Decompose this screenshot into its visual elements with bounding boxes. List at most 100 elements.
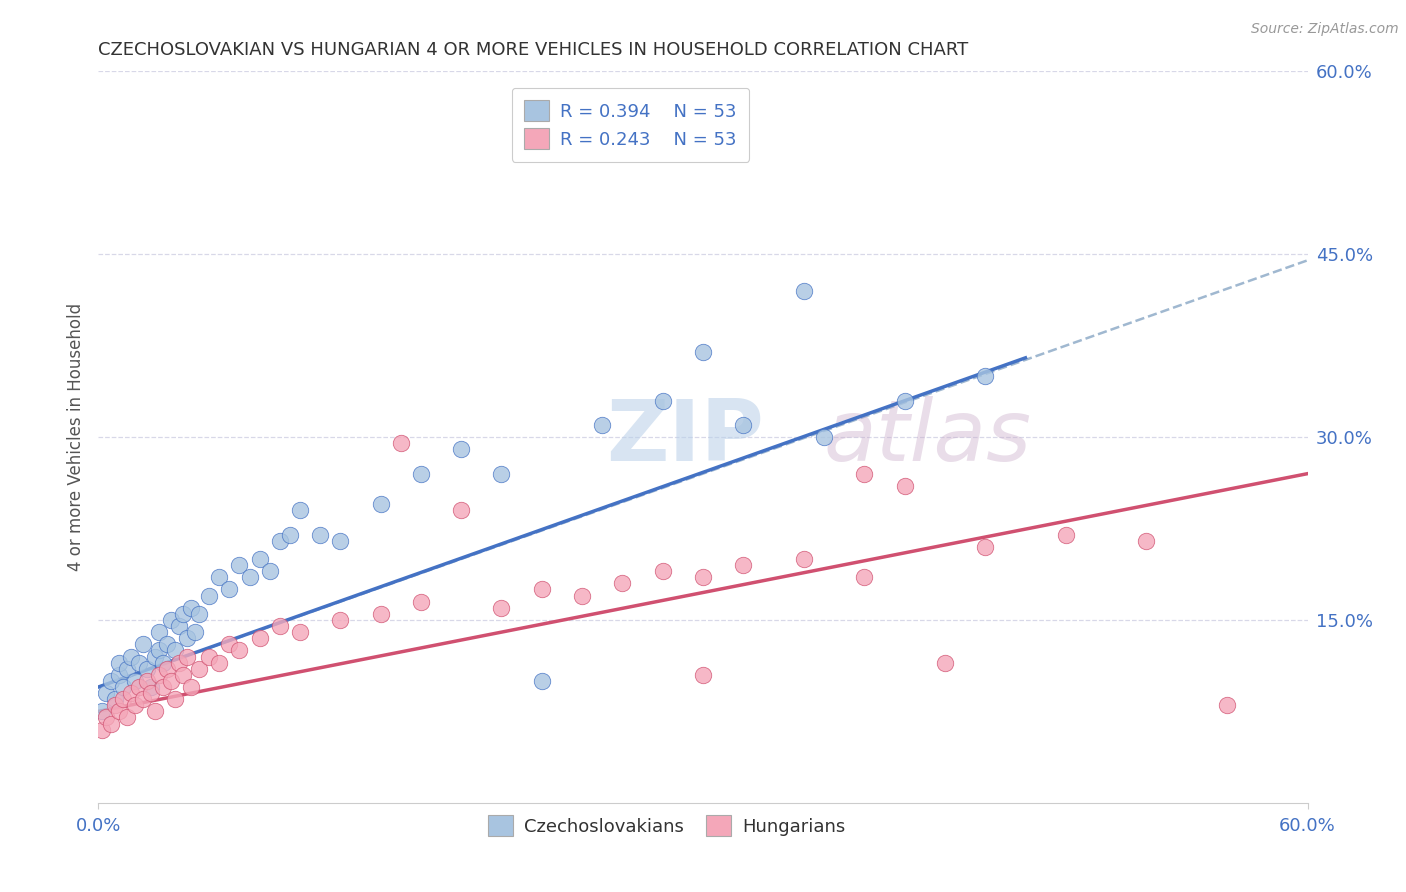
Text: Source: ZipAtlas.com: Source: ZipAtlas.com	[1251, 22, 1399, 37]
Point	[491, 467, 513, 481]
Point	[180, 680, 202, 694]
Point	[571, 589, 593, 603]
Point	[612, 576, 634, 591]
Point	[152, 656, 174, 670]
Point	[115, 662, 138, 676]
Point	[228, 558, 250, 573]
Point	[934, 656, 956, 670]
Point	[148, 643, 170, 657]
Point	[139, 686, 162, 700]
Point	[239, 570, 262, 584]
Point	[853, 570, 876, 584]
Point	[198, 589, 221, 603]
Point	[160, 613, 183, 627]
Point	[111, 692, 134, 706]
Point	[96, 710, 118, 724]
Point	[103, 698, 125, 713]
Point	[167, 656, 190, 670]
Point	[156, 637, 179, 651]
Point	[974, 369, 997, 384]
Point	[853, 467, 876, 481]
Point	[218, 582, 240, 597]
Point	[692, 344, 714, 359]
Point	[152, 680, 174, 694]
Point	[188, 662, 211, 676]
Point	[163, 643, 186, 657]
Point	[120, 686, 142, 700]
Point	[269, 619, 291, 633]
Point	[370, 497, 392, 511]
Point	[491, 600, 513, 615]
Point	[132, 692, 155, 706]
Point	[176, 632, 198, 646]
Point	[100, 716, 122, 731]
Point	[218, 637, 240, 651]
Point	[128, 656, 150, 670]
Point	[156, 662, 179, 676]
Point	[228, 643, 250, 657]
Point	[974, 540, 997, 554]
Point	[172, 667, 194, 681]
Point	[651, 393, 673, 408]
Point	[120, 649, 142, 664]
Point	[370, 607, 392, 621]
Point	[288, 503, 311, 517]
Legend: Czechoslovakians, Hungarians: Czechoslovakians, Hungarians	[479, 806, 855, 845]
Point	[692, 570, 714, 584]
Point	[176, 649, 198, 664]
Point	[530, 673, 553, 688]
Point	[733, 417, 755, 432]
Point	[188, 607, 211, 621]
Point	[160, 673, 183, 688]
Point	[269, 533, 291, 548]
Point	[692, 667, 714, 681]
Point	[148, 667, 170, 681]
Point	[184, 625, 207, 640]
Point	[1135, 533, 1157, 548]
Point	[259, 564, 281, 578]
Point	[91, 723, 114, 737]
Point	[591, 137, 613, 152]
Point	[91, 705, 114, 719]
Point	[278, 527, 301, 541]
Point	[288, 625, 311, 640]
Point	[1054, 527, 1077, 541]
Text: ZIP: ZIP	[606, 395, 763, 479]
Point	[733, 558, 755, 573]
Point	[813, 430, 835, 444]
Point	[107, 705, 129, 719]
Point	[1216, 698, 1239, 713]
Point	[450, 442, 472, 457]
Point	[143, 705, 166, 719]
Point	[651, 564, 673, 578]
Text: CZECHOSLOVAKIAN VS HUNGARIAN 4 OR MORE VEHICLES IN HOUSEHOLD CORRELATION CHART: CZECHOSLOVAKIAN VS HUNGARIAN 4 OR MORE V…	[98, 41, 969, 59]
Point	[167, 619, 190, 633]
Point	[115, 710, 138, 724]
Point	[409, 594, 432, 608]
Point	[198, 649, 221, 664]
Point	[103, 692, 125, 706]
Point	[591, 417, 613, 432]
Point	[124, 698, 146, 713]
Point	[793, 284, 815, 298]
Point	[329, 613, 352, 627]
Y-axis label: 4 or more Vehicles in Household: 4 or more Vehicles in Household	[66, 303, 84, 571]
Point	[180, 600, 202, 615]
Point	[893, 393, 915, 408]
Point	[249, 632, 271, 646]
Point	[793, 552, 815, 566]
Point	[163, 692, 186, 706]
Point	[172, 607, 194, 621]
Point	[124, 673, 146, 688]
Point	[249, 552, 271, 566]
Point	[409, 467, 432, 481]
Point	[107, 656, 129, 670]
Point	[329, 533, 352, 548]
Point	[309, 527, 332, 541]
Point	[132, 637, 155, 651]
Point	[450, 503, 472, 517]
Point	[100, 673, 122, 688]
Point	[208, 570, 231, 584]
Point	[139, 680, 162, 694]
Text: atlas: atlas	[824, 395, 1032, 479]
